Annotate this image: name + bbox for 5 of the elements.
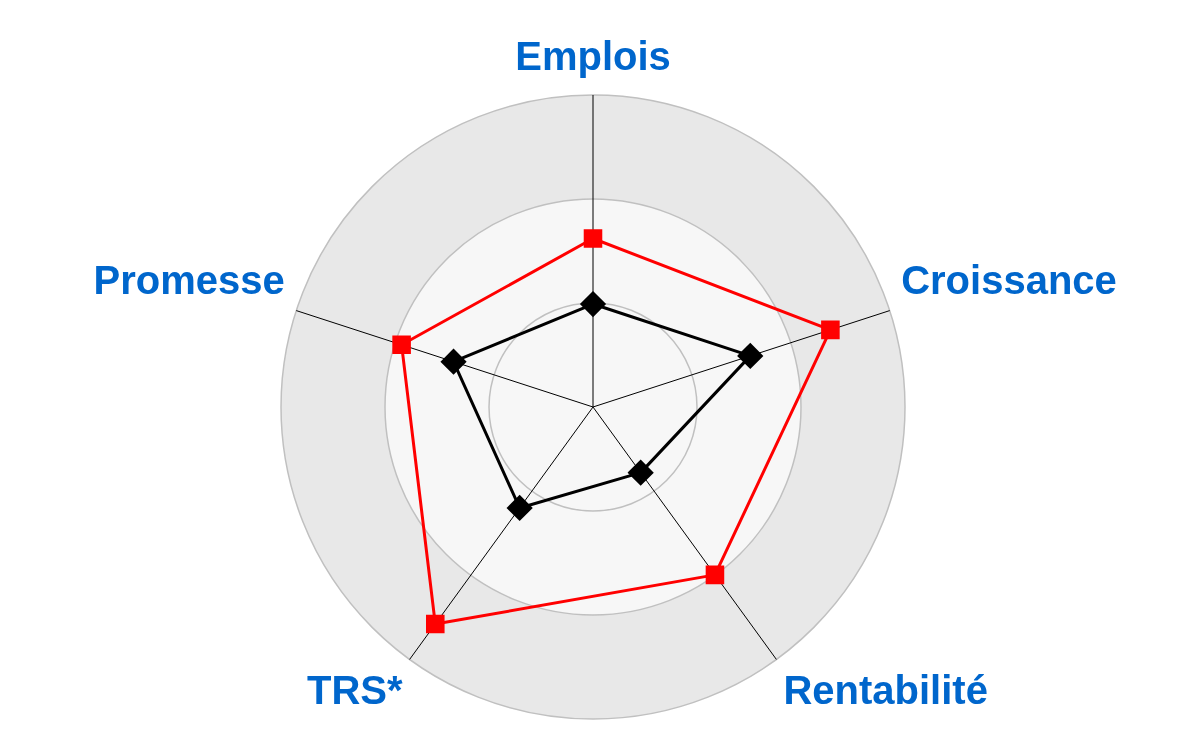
spoke-label: Croissance	[901, 257, 1117, 302]
spoke-label: Rentabilité	[783, 668, 988, 713]
spoke-label: Promesse	[93, 257, 285, 302]
spoke-label: TRS*	[306, 668, 403, 713]
spoke-label: Emplois	[515, 34, 671, 79]
